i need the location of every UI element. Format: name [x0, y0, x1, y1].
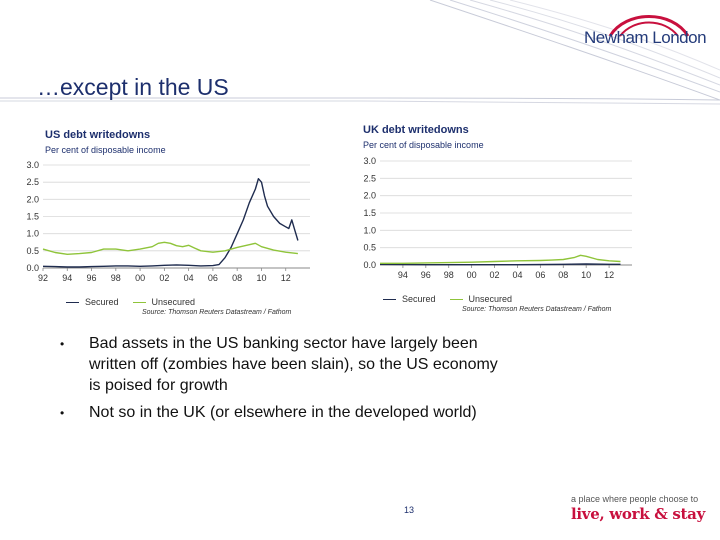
us-ytick-label: 0.5: [26, 246, 39, 256]
uk-xtick-label: 12: [604, 270, 614, 280]
uk-xtick-label: 02: [490, 270, 500, 280]
us-xtick-label: 04: [184, 273, 194, 283]
uk-xtick-label: 06: [535, 270, 545, 280]
us-ytick-label: 2.0: [26, 194, 39, 204]
us-xtick-label: 06: [208, 273, 218, 283]
uk-ytick-label: 0.5: [363, 243, 376, 253]
uk-chart-legend: Secured Unsecured: [383, 294, 526, 304]
us-xtick-label: 00: [135, 273, 145, 283]
us-ytick-label: 0.0: [26, 263, 39, 273]
bullet-list: • Bad assets in the US banking sector ha…: [60, 333, 500, 430]
uk-legend-unsecured-label: Unsecured: [468, 294, 513, 304]
uk-ytick-label: 3.0: [363, 156, 376, 166]
uk-debt-writedowns-chart: 0.0 0.5 1.0 1.5 2.0 2.5 3.0 94 96 98 00 02 04 06 08 10 1…: [363, 156, 632, 280]
us-chart-subtitle: Per cent of disposable income: [45, 145, 166, 155]
us-chart-source: Source: Thomson Reuters Datastream / Fat…: [142, 309, 292, 316]
bullet-item: • Bad assets in the US banking sector ha…: [60, 333, 500, 396]
uk-ytick-label: 2.0: [363, 191, 376, 201]
us-chart-title: US debt writedowns: [45, 129, 151, 141]
uk-series-secured: [379, 263, 621, 266]
uk-chart-source: Source: Thomson Reuters Datastream / Fat…: [462, 306, 612, 313]
bullet-dot-icon: •: [60, 406, 65, 420]
uk-xtick-label: 94: [398, 270, 408, 280]
us-ytick-label: 1.0: [26, 229, 39, 239]
newham-logo-mark: [608, 15, 690, 37]
uk-xtick-label: 96: [421, 270, 431, 280]
uk-legend-secured-label: Secured: [402, 294, 436, 304]
us-xtick-label: 98: [111, 273, 121, 283]
uk-legend-unsecured: Unsecured: [449, 294, 513, 304]
bullet-dot-icon: •: [60, 337, 65, 351]
slide-title: …except in the US: [37, 74, 229, 100]
us-xtick-label: 94: [62, 273, 72, 283]
bullet-text: Bad assets in the US banking sector have…: [89, 335, 498, 394]
uk-chart-subtitle: Per cent of disposable income: [363, 140, 484, 150]
us-legend-secured-label: Secured: [85, 297, 119, 307]
us-legend-secured: Secured: [66, 297, 119, 307]
uk-legend-secured: Secured: [383, 294, 436, 304]
us-xtick-label: 92: [38, 273, 48, 283]
header-swoosh-lines: [0, 0, 720, 105]
us-legend-unsecured-label: Unsecured: [151, 297, 196, 307]
page-number: 13: [404, 505, 415, 515]
uk-ytick-label: 2.5: [363, 173, 376, 183]
bullet-text: Not so in the UK (or elsewhere in the de…: [89, 404, 477, 421]
us-ytick-label: 3.0: [26, 160, 39, 170]
uk-xtick-label: 04: [512, 270, 522, 280]
uk-ytick-label: 1.5: [363, 208, 376, 218]
us-xtick-label: 10: [256, 273, 266, 283]
footer-tagline-brand: live, work & stay: [571, 505, 706, 523]
footer-tagline: a place where people choose to: [571, 494, 699, 504]
us-xtick-label: 02: [159, 273, 169, 283]
uk-xtick-label: 00: [467, 270, 477, 280]
us-ytick-label: 2.5: [26, 177, 39, 187]
us-xtick-label: 12: [281, 273, 291, 283]
uk-xtick-label: 10: [581, 270, 591, 280]
uk-ytick-label: 1.0: [363, 225, 376, 235]
us-ytick-label: 1.5: [26, 212, 39, 222]
us-legend-unsecured: Unsecured: [132, 297, 196, 307]
newham-logo-text: Newham London: [584, 28, 707, 47]
us-series-unsecured: [42, 241, 298, 255]
uk-chart-title: UK debt writedowns: [363, 124, 469, 136]
uk-ytick-label: 0.0: [363, 260, 376, 270]
bullet-item: • Not so in the UK (or elsewhere in the …: [60, 402, 500, 424]
us-chart-legend: Secured Unsecured: [66, 297, 209, 307]
us-xtick-label: 96: [87, 273, 97, 283]
us-debt-writedowns-chart: 0.0 0.5 1.0 1.5 2.0 2.5 3.0 92 94 96 98 00 02 04 06 08 1…: [26, 160, 310, 283]
us-series-secured: [42, 178, 299, 268]
uk-xtick-label: 98: [444, 270, 454, 280]
uk-xtick-label: 08: [558, 270, 568, 280]
uk-series-unsecured: [380, 254, 621, 264]
us-xtick-label: 08: [232, 273, 242, 283]
